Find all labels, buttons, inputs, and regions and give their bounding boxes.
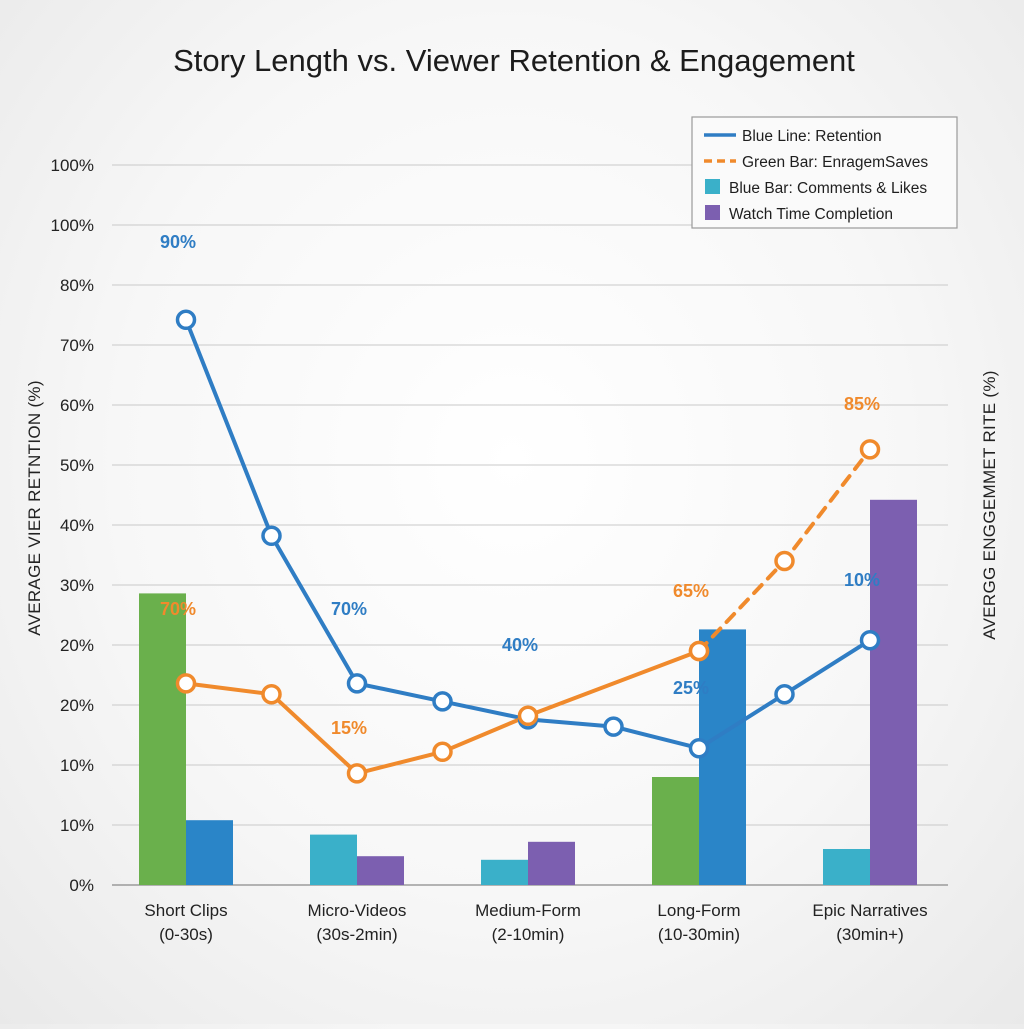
data-label-layer: 90% 70% 40% 25% 10% 70% 15% 65% 85%	[160, 232, 880, 738]
x-tick-layer: Short Clips (0-30s) Micro-Videos (30s-2min)…	[144, 901, 927, 944]
legend: Blue Line: Retention Green Bar: EnragemSa…	[691, 116, 958, 229]
bar	[139, 593, 186, 885]
bar	[652, 777, 699, 885]
y-tick-label: 60%	[60, 396, 94, 415]
y-tick-label: 30%	[60, 576, 94, 595]
data-point	[261, 683, 282, 705]
series-line	[184, 317, 872, 751]
data-point	[688, 640, 710, 662]
x-tick-label: Epic Narratives (30min+)	[812, 901, 927, 944]
data-label: 10%	[844, 570, 880, 590]
legend-box	[691, 116, 958, 229]
legend-label: Green Bar: EnragemSaves	[742, 154, 928, 171]
x-tick-label: Medium-Form (2-10min)	[475, 901, 581, 944]
y-tick-label: 80%	[60, 276, 94, 295]
y-tick-label: 20%	[60, 696, 94, 715]
legend-swatch	[705, 179, 720, 194]
y-tick-label: 100%	[51, 156, 94, 175]
data-point	[774, 550, 795, 572]
bar	[186, 820, 233, 885]
x-tick-label: Long-Form (10-30min)	[657, 901, 740, 944]
data-point	[603, 716, 624, 737]
y-tick-label: 20%	[60, 636, 94, 655]
data-label: 40%	[502, 635, 538, 655]
data-label: 70%	[160, 599, 196, 619]
bar	[870, 499, 917, 885]
data-label: 15%	[331, 718, 367, 738]
chart-title: Story Length vs. Viewer Retention & Enga…	[173, 43, 855, 78]
data-point	[175, 673, 197, 694]
bar	[357, 856, 404, 885]
data-point	[175, 309, 197, 331]
bar	[310, 834, 357, 885]
data-label: 70%	[331, 599, 367, 619]
data-point	[346, 673, 368, 694]
y-tick-label: 100%	[51, 216, 94, 235]
y-axis-right-title: AVERGG ENGGEMMET RITE (%)	[980, 370, 999, 639]
data-point	[688, 737, 710, 759]
data-label: 65%	[673, 581, 709, 601]
legend-label: Blue Bar: Comments & Likes	[729, 180, 927, 197]
data-point	[517, 705, 539, 727]
data-label: 85%	[844, 394, 880, 414]
data-label: 90%	[160, 232, 196, 252]
legend-label: Blue Line: Retention	[742, 128, 882, 145]
data-point	[859, 439, 881, 460]
x-tick-label: Micro-Videos (30s-2min)	[308, 901, 407, 944]
bar	[481, 859, 528, 885]
point-layer	[175, 309, 881, 784]
data-point	[774, 683, 795, 705]
grid-layer	[112, 164, 948, 886]
legend-label: Watch Time Completion	[729, 206, 893, 223]
y-tick-label: 10%	[60, 756, 94, 775]
bar	[699, 629, 746, 885]
data-point	[346, 763, 368, 784]
series-dashed-line	[697, 447, 872, 653]
x-tick-label: Short Clips (0-30s)	[144, 901, 227, 944]
y-tick-layer: 0% 10% 10% 20% 20% 30% 40% 50% 60% 70% 80% 100% 100%	[51, 156, 94, 895]
y-tick-label: 40%	[60, 516, 94, 535]
data-point	[432, 741, 453, 763]
data-label: 25%	[673, 678, 709, 698]
data-point	[261, 525, 282, 547]
y-axis-left-title: AVERAGE VIER RETNTION (%)	[25, 380, 44, 636]
bar	[528, 841, 575, 885]
data-point	[432, 691, 453, 712]
bar-layer	[139, 499, 917, 885]
series-line	[184, 649, 701, 776]
y-tick-label: 50%	[60, 456, 94, 475]
bar	[823, 849, 870, 885]
y-tick-label: 10%	[60, 816, 94, 835]
data-point	[859, 629, 881, 651]
y-tick-label: 0%	[69, 876, 94, 895]
legend-swatch	[705, 205, 720, 220]
y-tick-label: 70%	[60, 336, 94, 355]
